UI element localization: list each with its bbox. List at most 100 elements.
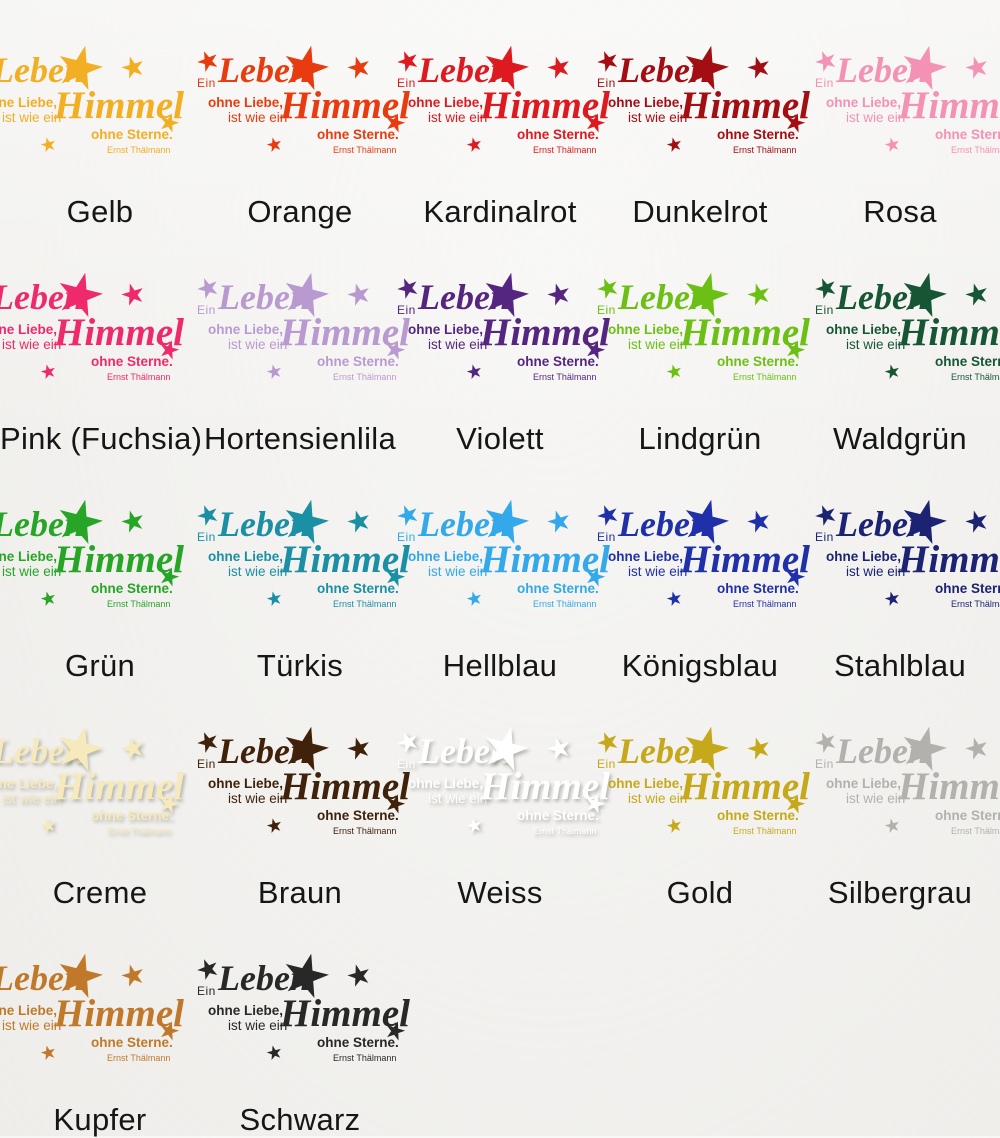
star-icon: ★ (37, 1040, 60, 1066)
decal-preview: ★ Ein Leben ★ ★ ohne Liebe, ist wie ein … (0, 255, 184, 391)
star-icon: ★ (809, 269, 844, 308)
decal-text-ohne-sterne: ohne Sterne. (91, 127, 173, 142)
decal-preview: ★ Ein Leben ★ ★ ohne Liebe, ist wie ein … (0, 936, 184, 1072)
star-icon: ★ (672, 254, 740, 334)
swatch-row: ★ Ein Leben ★ ★ ohne Liebe, ist wie ein … (0, 0, 1000, 229)
decal-text-himmel: Himmel (480, 311, 610, 354)
color-label: Waldgrün (833, 421, 967, 456)
decal-preview: ★ Ein Leben ★ ★ ohne Liebe, ist wie ein … (0, 28, 184, 164)
star-icon: ★ (263, 813, 286, 839)
decal-text-ist-wie-ein: ist wie ein (228, 791, 288, 806)
decal-preview: ★ Ein Leben ★ ★ ohne Liebe, ist wie ein … (191, 709, 410, 845)
decal-text-ohne-liebe: ohne Liebe, (826, 95, 902, 110)
decal-preview: ★ Ein Leben ★ ★ ohne Liebe, ist wie ein … (809, 482, 1000, 618)
color-label: Grün (64, 648, 136, 683)
color-swatch: ★ Ein Leben ★ ★ ohne Liebe, ist wie ein … (391, 227, 610, 456)
decal-text-ist-wie-ein: ist wie ein (628, 110, 688, 125)
color-label: Königsblau (621, 648, 779, 683)
star-icon: ★ (341, 501, 377, 541)
star-icon: ★ (541, 728, 577, 768)
star-icon: ★ (959, 47, 995, 87)
decal-preview: ★ Ein Leben ★ ★ ohne Liebe, ist wie ein … (391, 709, 610, 845)
star-icon: ★ (263, 359, 286, 385)
decal-text-ist-wie-ein: ist wie ein (2, 791, 62, 806)
decal-text-ohne-liebe: ohne Liebe, (408, 95, 484, 110)
color-swatch: ★ Ein Leben ★ ★ ohne Liebe, ist wie ein … (0, 454, 200, 683)
decal-text-ist-wie-ein: ist wie ein (628, 791, 688, 806)
star-icon: ★ (272, 935, 340, 1015)
star-icon: ★ (541, 274, 577, 314)
decal-text-ein: Ein (397, 303, 416, 317)
decal-text-ohne-liebe: ohne Liebe, (0, 549, 58, 564)
color-swatch: ★ Ein Leben ★ ★ ohne Liebe, ist wie ein … (0, 681, 200, 910)
decal-text-ohne-sterne: ohne Sterne. (717, 354, 799, 369)
decal-text-ohne-liebe: ohne Liebe, (208, 95, 284, 110)
decal-text-himmel: Himmel (280, 992, 410, 1035)
decal-text-ohne-sterne: ohne Sterne. (717, 127, 799, 142)
color-label: Gold (666, 875, 734, 910)
star-icon: ★ (46, 935, 114, 1015)
decal-text-leben: Leben (618, 50, 710, 90)
star-icon: ★ (881, 586, 904, 612)
decal-text-himmel: Himmel (54, 765, 184, 808)
decal-text-leben: Leben (836, 50, 928, 90)
decal-preview: ★ Ein Leben ★ ★ ohne Liebe, ist wie ein … (591, 482, 810, 618)
decal-text-ohne-liebe: ohne Liebe, (408, 322, 484, 337)
decal-preview: ★ Ein Leben ★ ★ ohne Liebe, ist wie ein … (591, 28, 810, 164)
decal-text-author: Ernst Thälmann (333, 1053, 397, 1063)
decal-text-ohne-sterne: ohne Sterne. (517, 581, 599, 596)
decal-text-leben: Leben (418, 50, 510, 90)
decal-text-ohne-liebe: ohne Liebe, (0, 776, 58, 791)
star-icon: ★ (380, 1013, 410, 1048)
color-swatch: ★ Ein Leben ★ ★ ohne Liebe, ist wie ein … (0, 908, 200, 1137)
decal-text-himmel: Himmel (898, 84, 1000, 127)
star-icon: ★ (741, 501, 777, 541)
star-icon: ★ (115, 501, 151, 541)
star-icon: ★ (809, 723, 844, 762)
decal-text-leben: Leben (0, 731, 84, 771)
decal-text-himmel: Himmel (680, 765, 810, 808)
decal-text-ohne-liebe: ohne Liebe, (408, 549, 484, 564)
decal-text-himmel: Himmel (480, 765, 610, 808)
decal-text-himmel: Himmel (280, 84, 410, 127)
decal-text-ohne-liebe: ohne Liebe, (826, 776, 902, 791)
decal-text-ist-wie-ein: ist wie ein (2, 110, 62, 125)
decal-text-ein: Ein (197, 984, 216, 998)
star-icon: ★ (115, 274, 151, 314)
color-swatch: ★ Ein Leben ★ ★ ohne Liebe, ist wie ein … (591, 681, 810, 910)
star-icon: ★ (46, 708, 114, 788)
decal-text-leben: Leben (836, 504, 928, 544)
star-icon: ★ (154, 332, 184, 367)
star-icon: ★ (881, 132, 904, 158)
star-icon: ★ (341, 47, 377, 87)
swatch-row: ★ Ein Leben ★ ★ ohne Liebe, ist wie ein … (0, 227, 1000, 456)
color-label: Orange (247, 194, 353, 229)
decal-text-ein: Ein (397, 757, 416, 771)
decal-text-ohne-liebe: ohne Liebe, (208, 776, 284, 791)
decal-text-author: Ernst Thälmann (333, 145, 397, 155)
color-label: Kardinalrot (423, 194, 577, 229)
star-icon: ★ (154, 105, 184, 140)
star-icon: ★ (46, 254, 114, 334)
decal-text-ohne-sterne: ohne Sterne. (91, 1035, 173, 1050)
decal-text-ohne-sterne: ohne Sterne. (717, 581, 799, 596)
decal-text-leben: Leben (418, 277, 510, 317)
decal-text-himmel: Himmel (54, 84, 184, 127)
swatch-row: ★ Ein Leben ★ ★ ohne Liebe, ist wie ein … (0, 454, 1000, 683)
decal-text-ohne-liebe: ohne Liebe, (826, 549, 902, 564)
decal-text-author: Ernst Thälmann (733, 145, 797, 155)
decal-text-author: Ernst Thälmann (733, 599, 797, 609)
color-swatch: ★ Ein Leben ★ ★ ohne Liebe, ist wie ein … (800, 681, 1000, 910)
star-icon: ★ (37, 359, 60, 385)
decal-text-ist-wie-ein: ist wie ein (228, 1018, 288, 1033)
color-swatch: ★ Ein Leben ★ ★ ohne Liebe, ist wie ein … (0, 0, 200, 229)
color-swatch: ★ Ein Leben ★ ★ ohne Liebe, ist wie ein … (391, 454, 610, 683)
decal-text-leben: Leben (618, 277, 710, 317)
color-label: Türkis (256, 648, 344, 683)
decal-text-author: Ernst Thälmann (951, 145, 1000, 155)
decal-text-leben: Leben (836, 277, 928, 317)
decal-text-ohne-sterne: ohne Sterne. (317, 581, 399, 596)
star-icon: ★ (741, 47, 777, 87)
color-label: Weiss (457, 875, 543, 910)
